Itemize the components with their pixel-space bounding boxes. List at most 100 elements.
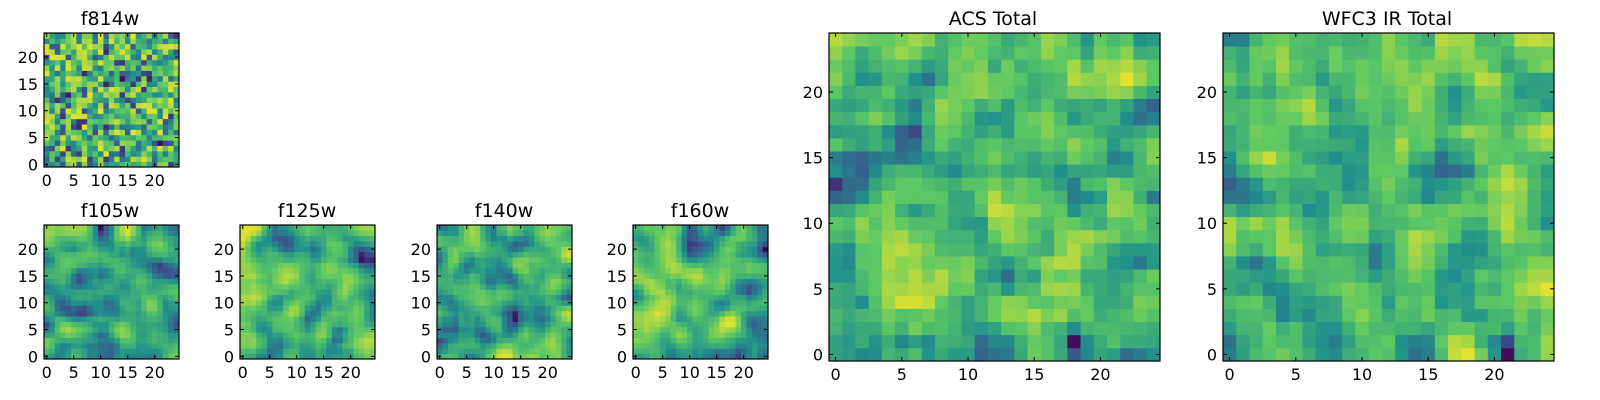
pixel-cell: [714, 257, 720, 263]
pixel-cell: [1040, 72, 1055, 86]
pixel-cell: [119, 108, 126, 114]
pixel-cell: [1395, 347, 1409, 362]
x-tick-label: 5: [69, 363, 79, 382]
pixel-cell: [1027, 242, 1042, 257]
pixel-cell: [146, 102, 153, 109]
pixel-cell: [480, 273, 486, 279]
pixel-cell: [868, 203, 883, 218]
pixel-cell: [173, 102, 180, 109]
pixel-cell: [692, 326, 699, 333]
pixel-cell: [908, 282, 923, 296]
pixel-cell: [92, 273, 99, 279]
pixel-cell: [555, 283, 562, 290]
pixel-cell: [948, 242, 962, 257]
pixel-cell: [1133, 85, 1148, 99]
pixel-cell: [152, 337, 158, 344]
pixel-cell: [326, 337, 333, 344]
pixel-cell: [1448, 269, 1462, 283]
pixel-cell: [654, 337, 661, 344]
pixel-cell: [1093, 59, 1108, 73]
pixel-cell: [310, 225, 316, 231]
pixel-cell: [555, 246, 562, 253]
pixel-cell: [310, 278, 316, 285]
pixel-cell: [162, 145, 169, 152]
pixel-cell: [1487, 203, 1502, 218]
pixel-cell: [1355, 111, 1370, 126]
pixel-cell: [49, 278, 56, 285]
y-tick-label: 5: [617, 321, 627, 340]
pixel-cell: [719, 326, 726, 333]
pixel-cell: [353, 267, 360, 274]
pixel-cell: [681, 257, 688, 263]
pixel-cell: [92, 348, 99, 355]
pixel-cell: [54, 337, 61, 344]
pixel-cell: [762, 225, 769, 231]
pixel-cell: [98, 54, 104, 61]
pixel-cell: [173, 118, 180, 125]
pixel-cell: [437, 332, 443, 338]
pixel-cell: [746, 332, 753, 338]
pixel-cell: [353, 353, 360, 360]
pixel-cell: [1527, 33, 1542, 47]
pixel-cell: [157, 353, 164, 360]
pixel-cell: [751, 267, 758, 274]
pixel-cell: [687, 257, 693, 263]
pixel-cell: [735, 230, 742, 237]
pixel-cell: [665, 262, 672, 269]
pixel-cell: [44, 230, 50, 237]
pixel-cell: [277, 230, 284, 237]
pixel-cell: [152, 262, 158, 269]
pixel-cell: [1289, 164, 1303, 178]
pixel-cell: [304, 342, 311, 349]
pixel-cell: [523, 273, 530, 279]
pixel-cell: [337, 289, 343, 296]
pixel-cell: [173, 241, 180, 247]
pixel-cell: [1302, 137, 1317, 152]
pixel-cell: [277, 241, 284, 247]
pixel-cell: [447, 332, 454, 338]
pixel-cell: [1223, 33, 1237, 47]
pixel-cell: [272, 278, 279, 285]
pixel-cell: [1408, 33, 1422, 47]
pixel-cell: [245, 246, 252, 253]
pixel-cell: [703, 332, 709, 338]
pixel-cell: [735, 326, 742, 333]
pixel-cell: [141, 134, 147, 141]
pixel-cell: [1328, 85, 1343, 99]
pixel-cell: [724, 251, 731, 258]
pixel-cell: [1120, 334, 1134, 349]
pixel-cell: [157, 134, 164, 141]
pixel-cell: [453, 300, 459, 306]
pixel-cell: [364, 332, 370, 338]
pixel-cell: [65, 267, 72, 274]
pixel-cell: [518, 278, 524, 285]
pixel-cell: [681, 316, 688, 322]
pixel-cell: [358, 225, 365, 231]
pixel-cell: [741, 230, 747, 237]
pixel-cell: [1146, 203, 1161, 218]
pixel-cell: [87, 97, 93, 104]
pixel-cell: [87, 86, 93, 93]
pixel-cell: [288, 300, 295, 306]
pixel-cell: [1107, 177, 1121, 191]
pixel-cell: [561, 267, 567, 274]
pixel-cell: [638, 225, 645, 231]
pixel-cell: [87, 305, 93, 312]
pixel-cell: [173, 113, 180, 120]
pixel-cell: [633, 316, 639, 322]
pixel-cell: [54, 81, 61, 87]
pixel-cell: [162, 161, 169, 168]
pixel-cell: [469, 300, 476, 306]
pixel-cell: [87, 150, 93, 157]
pixel-cell: [934, 164, 949, 178]
x-tick-label: 0: [631, 363, 641, 382]
pixel-cell: [240, 316, 246, 322]
pixel-cell: [1249, 216, 1264, 231]
x-tick-label: 5: [1291, 365, 1301, 384]
pixel-cell: [660, 300, 666, 306]
pixel-cell: [491, 326, 497, 333]
pixel-cell: [638, 283, 645, 290]
pixel-cell: [458, 225, 465, 231]
pixel-cell: [829, 33, 843, 47]
pixel-cell: [71, 65, 77, 71]
